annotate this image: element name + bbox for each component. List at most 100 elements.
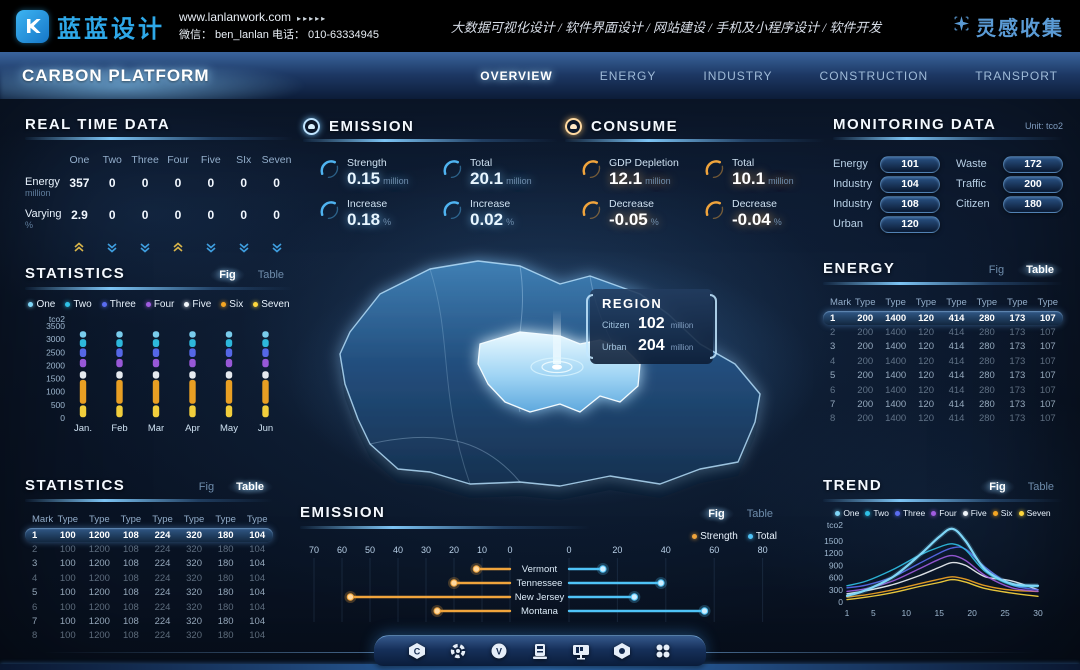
stat-label: Increase	[470, 198, 511, 210]
toggle-table[interactable]: Table	[1017, 262, 1063, 278]
nut-icon[interactable]	[612, 642, 632, 660]
svg-text:20: 20	[449, 545, 459, 555]
site-header: 蓝蓝设计 www.lanlanwork.com ▸▸▸▸▸ 微信： ben_lan…	[0, 0, 1080, 52]
legend-item-seven[interactable]: Seven	[253, 299, 290, 310]
legend-item-three[interactable]: Three	[894, 508, 925, 518]
table-row[interactable]: 2 200 1400 120 414 280 173 107	[830, 327, 1056, 339]
nav-tab-transport[interactable]: TRANSPORT	[975, 68, 1058, 83]
legend-item-two[interactable]: Two	[865, 508, 889, 518]
toggle-fig[interactable]: Fig	[988, 264, 1005, 276]
title-underline	[25, 499, 273, 502]
toggle-table[interactable]: Table	[227, 479, 273, 495]
toggle-fig[interactable]: Fig	[198, 481, 215, 493]
v-badge-icon[interactable]: V	[489, 642, 509, 660]
legend-item-one[interactable]: One	[835, 508, 859, 518]
toggle-table[interactable]: Table	[1027, 481, 1054, 493]
stat-item: Strength 0.15 million	[319, 157, 442, 187]
stat-label: Total	[732, 157, 755, 169]
lanlan-logo[interactable]: 蓝蓝设计	[16, 9, 165, 44]
arc-gauge-icon	[319, 157, 340, 187]
table-row[interactable]: 1 200 1400 120 414 280 173 107	[823, 311, 1063, 326]
page-title: CARBON PLATFORM	[22, 65, 210, 85]
arrows-decoration: ▸▸▸▸▸	[297, 13, 328, 23]
legend-item-seven[interactable]: Seven	[1018, 508, 1051, 518]
stat-unit: %	[383, 217, 392, 227]
billboard-icon[interactable]	[571, 642, 591, 660]
energy-table-panel: ENERGY Fig Table Mark Type Type Type Type Typ…	[823, 260, 1063, 426]
bottom-edge-strip	[0, 664, 1080, 670]
stat-label: Decrease	[732, 198, 777, 210]
table-row[interactable]: 1 100 1200 108 224 320 180 104	[25, 528, 273, 543]
svg-text:Feb: Feb	[111, 423, 127, 434]
region-citizen-row: Citizen 102 million	[602, 315, 694, 332]
table-row[interactable]: 4 100 1200 108 224 320 180 104	[32, 572, 266, 584]
table-row[interactable]: 8 200 1400 120 414 280 173 107	[830, 413, 1056, 425]
table-row[interactable]: 6 100 1200 108 224 320 180 104	[32, 601, 266, 613]
statistics-table-panel: STATISTICS Fig Table Mark Type Type Type Typ…	[25, 477, 273, 643]
toggle-table[interactable]: Table	[746, 508, 773, 520]
territory-map[interactable]	[268, 222, 813, 522]
legend-item-five[interactable]: Five	[184, 299, 211, 310]
monitoring-label: Industry	[833, 178, 873, 190]
arc-gauge-icon	[442, 157, 463, 187]
toggle-fig[interactable]: Fig	[210, 267, 245, 283]
website-link[interactable]: www.lanlanwork.com	[179, 9, 292, 24]
toggle-fig[interactable]: Fig	[699, 506, 734, 522]
realtime-value: 0	[240, 208, 248, 222]
table-header-row: Mark Type Type Type Type Type Type Type	[32, 514, 268, 525]
svg-text:Jan.: Jan.	[74, 423, 92, 434]
legend-item-one[interactable]: One	[28, 299, 55, 310]
stat-label: Strength	[347, 157, 387, 169]
legend-item-four[interactable]: Four	[931, 508, 957, 518]
inspiration-brand[interactable]: 灵感收集	[953, 12, 1064, 41]
sparkle-icon	[953, 15, 970, 38]
table-row[interactable]: 7 200 1400 120 414 280 173 107	[830, 399, 1056, 411]
nav-tab-industry[interactable]: INDUSTRY	[703, 68, 773, 83]
table-row[interactable]: 8 100 1200 108 224 320 180 104	[32, 630, 266, 642]
contact-line: 微信： ben_lanlan 电话： 010-63334945	[179, 29, 379, 41]
table-row[interactable]: 5 100 1200 108 224 320 180 104	[32, 587, 266, 599]
monitoring-label: Waste	[956, 158, 987, 170]
realtime-value: 0	[207, 208, 215, 222]
realtime-col-header: One	[69, 154, 90, 166]
legend-item-five[interactable]: Five	[962, 508, 987, 518]
svg-text:15: 15	[934, 608, 944, 618]
svg-text:70: 70	[309, 545, 319, 555]
table-row[interactable]: 7 100 1200 108 224 320 180 104	[32, 616, 266, 628]
svg-text:Apr: Apr	[185, 423, 200, 434]
title-underline	[823, 499, 1063, 502]
toggle-table[interactable]: Table	[257, 269, 284, 281]
toggle-fig[interactable]: Fig	[980, 479, 1015, 495]
legend-item-two[interactable]: Two	[65, 299, 92, 310]
statistics-fig-panel: STATISTICS Fig Table One Two Three Four …	[25, 265, 293, 441]
gear-icon[interactable]	[448, 642, 468, 660]
table-row[interactable]: 2 100 1200 108 224 320 180 104	[32, 544, 266, 556]
apps-grid-icon[interactable]	[653, 642, 673, 660]
charging-station-icon[interactable]	[530, 642, 550, 660]
statistics-table-title: STATISTICS	[25, 477, 126, 494]
monitoring-value-pill: 108	[880, 195, 940, 213]
emission-stats-panel: EMISSION Strength 0.15 million Total 20.1…	[303, 118, 558, 228]
svg-text:1: 1	[845, 608, 850, 618]
table-row[interactable]: 4 200 1400 120 414 280 173 107	[830, 355, 1056, 367]
legend-item-strength[interactable]: Strength	[692, 531, 738, 542]
realtime-title: REAL TIME DATA	[25, 116, 171, 133]
table-row[interactable]: 5 200 1400 120 414 280 173 107	[830, 370, 1056, 382]
statistics-fig-title: STATISTICS	[25, 265, 126, 282]
region-urban-row: Urban 204 million	[602, 337, 694, 354]
legend-item-three[interactable]: Three	[101, 299, 136, 310]
table-row[interactable]: 3 200 1400 120 414 280 173 107	[830, 341, 1056, 353]
hexagon-c-icon[interactable]: C	[407, 642, 427, 660]
table-row[interactable]: 3 100 1200 108 224 320 180 104	[32, 558, 266, 570]
table-row[interactable]: 6 200 1400 120 414 280 173 107	[830, 384, 1056, 396]
nav-tab-construction[interactable]: CONSTRUCTION	[819, 68, 929, 83]
nav-tab-overview[interactable]: OVERVIEW	[480, 68, 553, 83]
svg-text:Jun: Jun	[258, 423, 273, 434]
legend-item-four[interactable]: Four	[145, 299, 174, 310]
nav-tab-energy[interactable]: ENERGY	[599, 68, 657, 83]
legend-item-six[interactable]: Six	[992, 508, 1013, 518]
legend-item-total[interactable]: Total	[747, 531, 777, 542]
legend-item-six[interactable]: Six	[221, 299, 243, 310]
